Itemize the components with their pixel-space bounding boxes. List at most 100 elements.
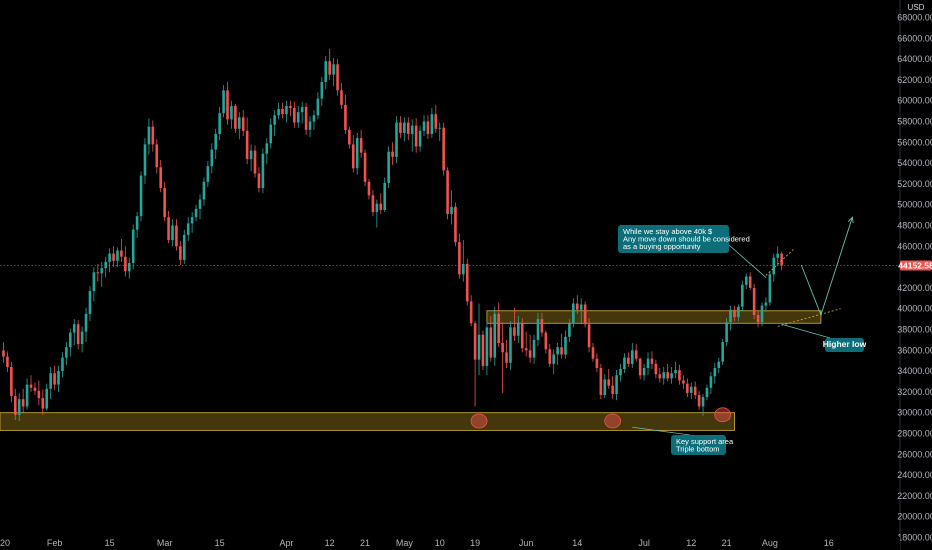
candle-body [689, 386, 693, 393]
candle-body [257, 173, 261, 189]
candle-body [37, 390, 41, 399]
time-tick-label: 19 [470, 538, 480, 548]
candle-body [434, 114, 438, 129]
candle-body [45, 388, 49, 409]
candle-body [650, 358, 654, 364]
candle-body [666, 372, 669, 379]
candle-body [780, 253, 783, 266]
candle-body [355, 138, 359, 169]
candle-body [124, 256, 127, 272]
candle-body [591, 347, 595, 359]
candle-body [6, 356, 9, 367]
candle-body [253, 150, 257, 174]
candle-body [49, 373, 52, 389]
candle-body [80, 331, 84, 345]
annotation-key-support-pointer [632, 426, 691, 436]
candle-body [304, 106, 308, 130]
candle-body [599, 367, 603, 396]
candle-body [481, 334, 485, 366]
candle-body [293, 107, 296, 123]
candle-body [560, 347, 563, 355]
candle-body [273, 115, 276, 125]
price-tick-label: 58000.00 [897, 117, 932, 127]
time-tick-label: 15 [105, 538, 115, 548]
candle-body [265, 143, 269, 154]
candle-body [501, 343, 504, 353]
price-axis[interactable] [901, 0, 932, 550]
current-price-tag: 44152.58 [898, 260, 932, 271]
bottom-marker [470, 413, 488, 429]
candle-body [564, 336, 567, 355]
price-tick-label: 40000.00 [897, 304, 932, 314]
candle-body [65, 347, 68, 358]
candle-body [572, 303, 575, 324]
time-tick-label: Apr [279, 538, 293, 548]
candle-body [662, 372, 666, 379]
price-tick-label: 64000.00 [897, 54, 932, 64]
time-tick-label: 15 [215, 538, 225, 548]
candle-body [308, 121, 312, 130]
price-tick-label: 52000.00 [897, 179, 932, 189]
candle-body [249, 150, 253, 159]
candle-body [359, 138, 363, 153]
candle-body [721, 341, 724, 362]
candle-body [489, 327, 493, 358]
candle-body [595, 358, 599, 368]
candle-body [116, 250, 119, 261]
candle-body [399, 122, 402, 133]
candle-body [493, 313, 497, 358]
price-tick-label: 68000.00 [897, 13, 932, 23]
candle-body [210, 149, 214, 167]
candle-body [171, 225, 174, 241]
candle-body [414, 125, 418, 147]
candle-body [426, 121, 430, 134]
price-tick-label: 18000.00 [897, 533, 932, 543]
current-price-tag-bg [900, 260, 932, 271]
candle-body [261, 153, 265, 189]
candle-body [752, 287, 756, 315]
candle-body [418, 130, 422, 147]
trend-dash-lower [777, 308, 841, 327]
candle-body [509, 327, 512, 363]
candle-body [709, 376, 713, 388]
candle-body [524, 348, 528, 351]
candle-body [383, 182, 387, 210]
candle-body [69, 332, 72, 348]
time-axis[interactable] [0, 537, 900, 550]
candle-body [631, 350, 634, 364]
candle-body [552, 354, 555, 364]
candle-body [226, 90, 229, 120]
candle-body [143, 144, 147, 176]
annotations-layer: While we stay above 40k $Any move down s… [470, 216, 867, 455]
candle-body [536, 319, 540, 340]
candle-body [658, 374, 662, 379]
candle-body [163, 188, 166, 218]
candle-body [76, 324, 80, 345]
candle-body [430, 114, 434, 134]
candle-body [760, 305, 764, 323]
candle-body [422, 121, 426, 131]
candle-body [619, 369, 622, 376]
candle-body [147, 126, 151, 145]
candle-body [387, 151, 390, 183]
annotation-key-support-text: Key support area [676, 437, 734, 446]
candle-body [410, 125, 414, 134]
candle-body [33, 387, 37, 391]
time-tick-label: 14 [572, 538, 582, 548]
price-tick-label: 60000.00 [897, 96, 932, 106]
candle-body [634, 350, 638, 359]
bottom-marker [604, 413, 622, 429]
time-tick-label: 20 [0, 538, 10, 548]
candle-body [182, 234, 186, 260]
price-tick-label: 62000.00 [897, 75, 932, 85]
annotation-buy-note-box [618, 225, 729, 253]
candle-body [717, 361, 721, 368]
candle-body [678, 370, 681, 381]
candle-body [53, 373, 56, 385]
candle-body [744, 276, 748, 285]
candle-body [371, 195, 375, 212]
candle-body [686, 383, 689, 393]
time-axis-ticks: 20 Feb 15 Mar 15 Apr 12 21 May 10 19 Jun 14 Jul 12 21 Au… [0, 538, 834, 548]
candle-body [84, 313, 88, 332]
